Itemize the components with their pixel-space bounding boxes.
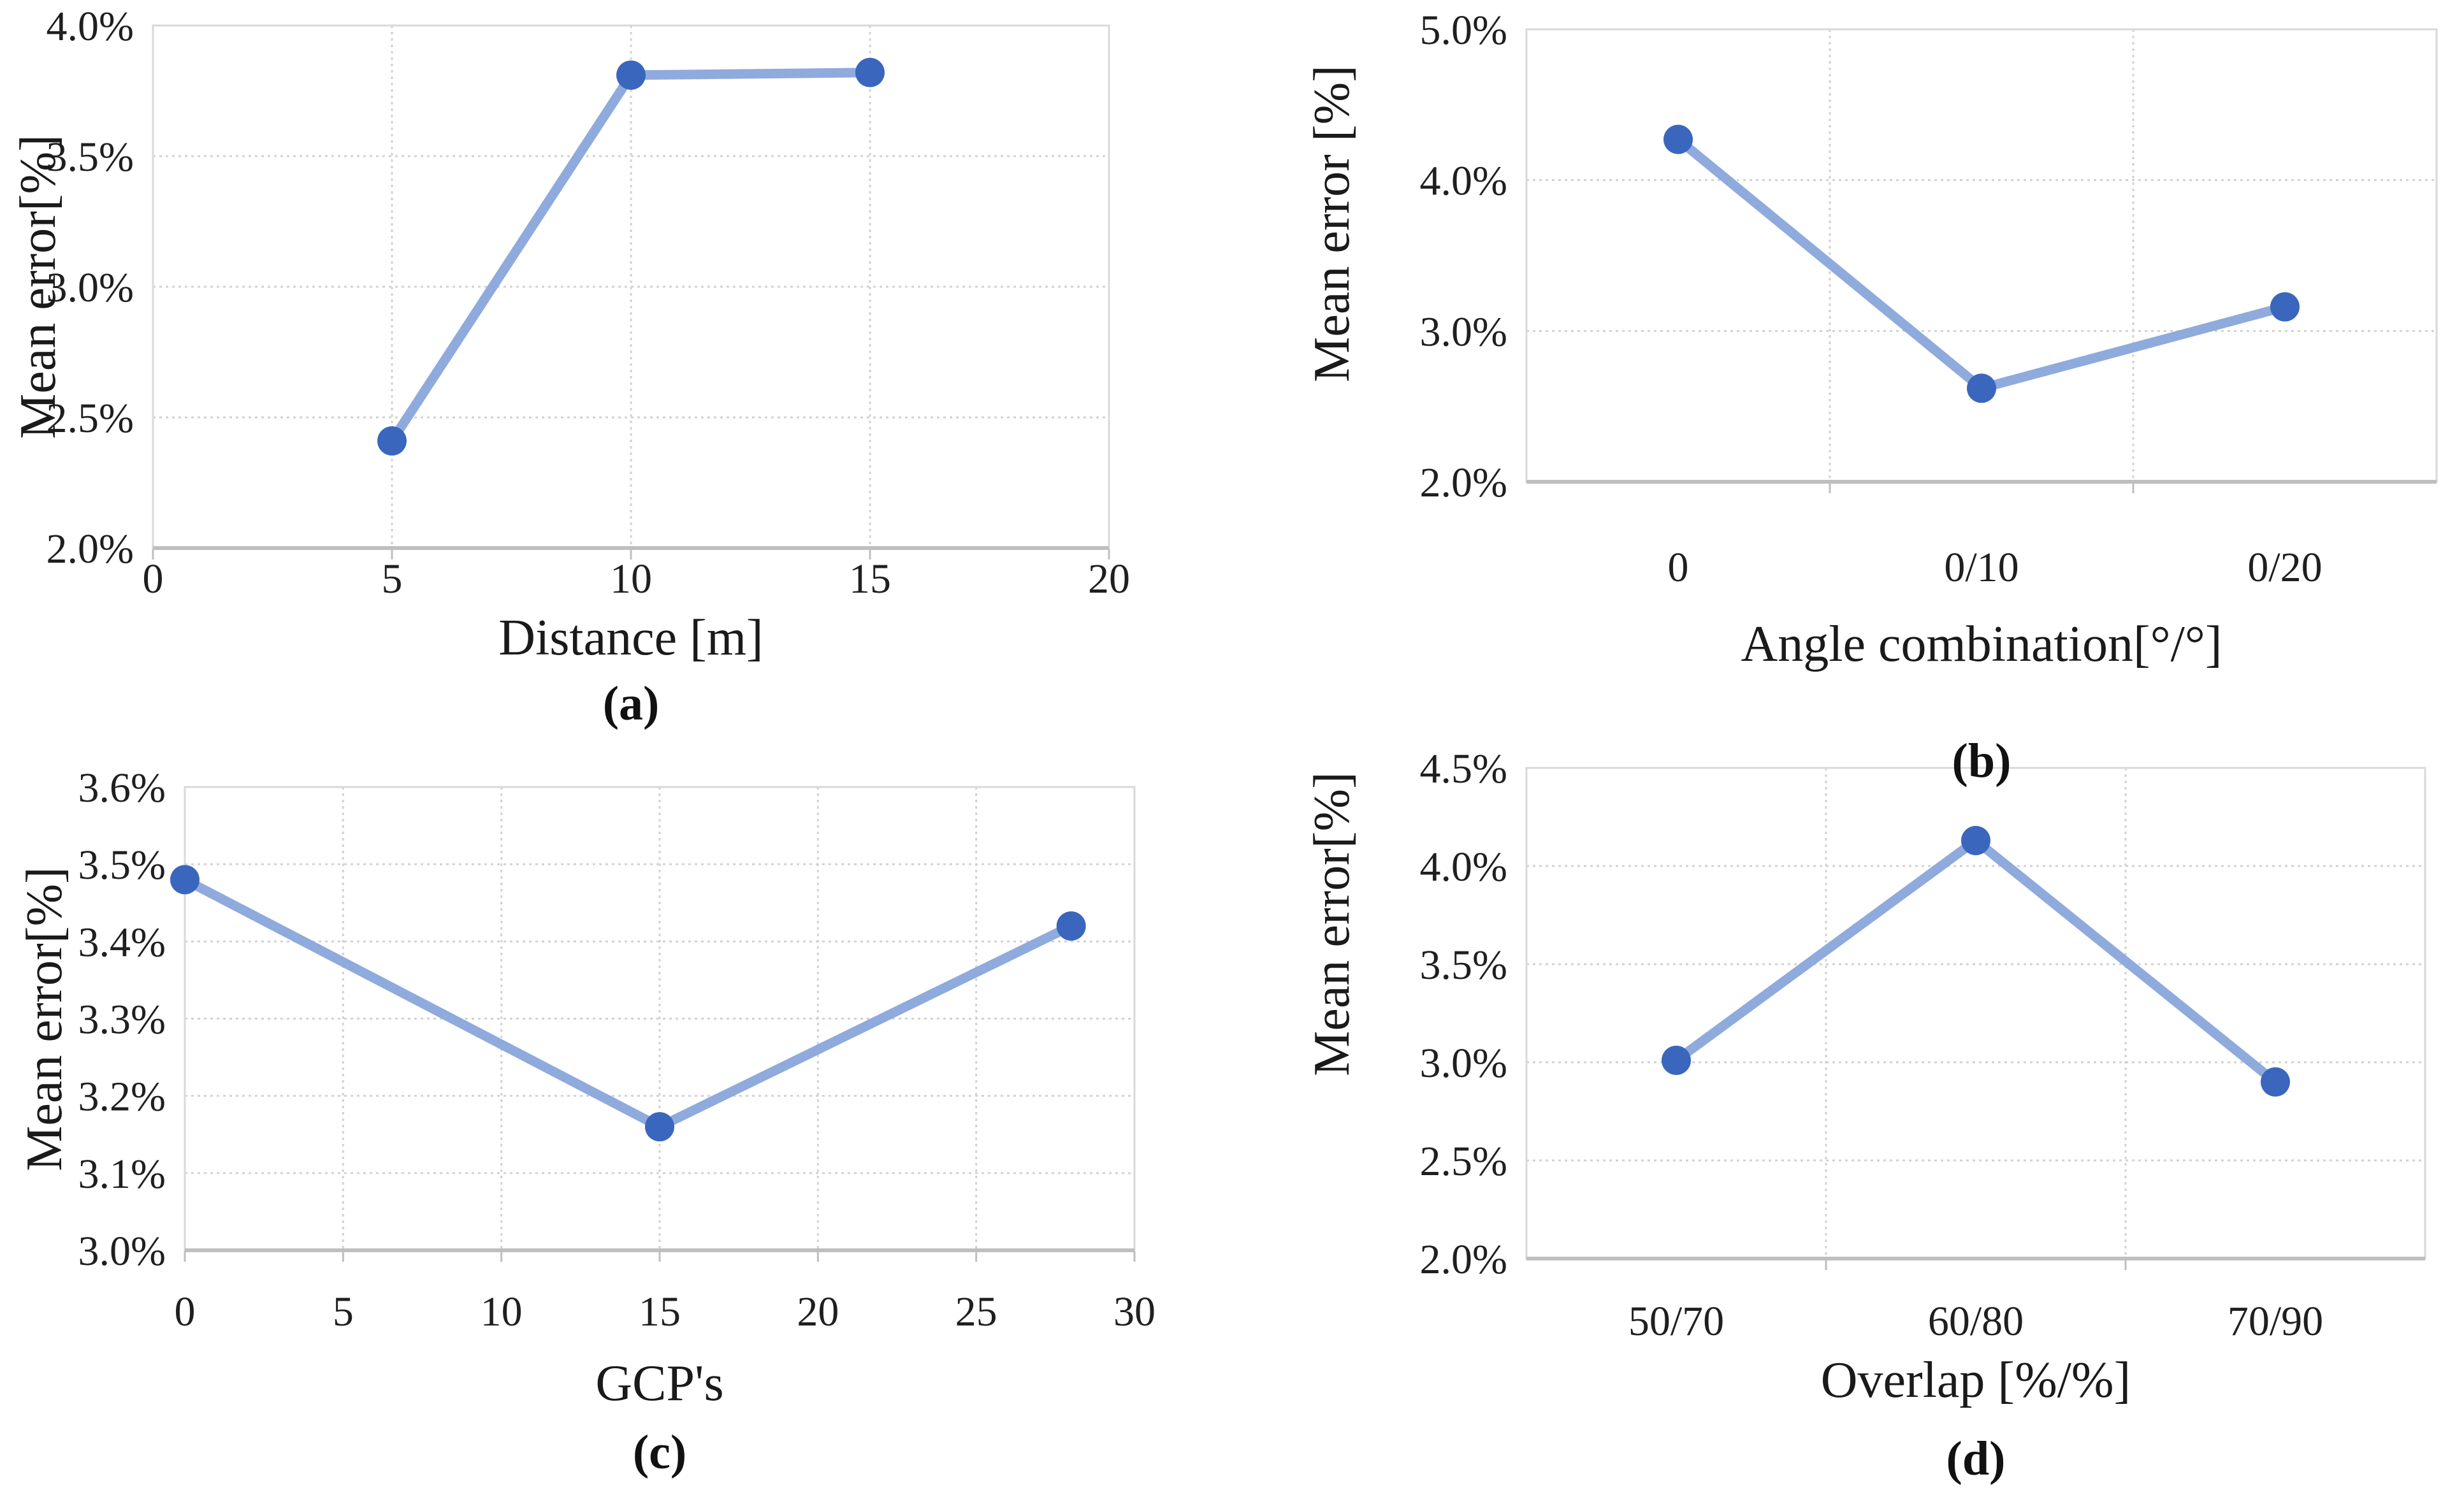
data-point-marker [2261,1067,2290,1097]
x-axis-title-d: Overlap [%/%] [1820,1352,2131,1408]
y-tick-label: 3.0% [1420,308,1507,355]
x-tick-label: 15 [639,1289,681,1335]
y-tick-label: 3.5% [1420,942,1507,988]
y-tick-label: 3.3% [78,997,166,1043]
x-tick-label: 0 [143,556,164,602]
x-tick-label: 10 [481,1289,523,1335]
y-tick-label: 3.5% [78,842,166,888]
y-tick-label: 4.0% [1420,844,1507,890]
chart-a: 2.0% 2.5% 3.0% 3.5% 4.0% 0 5 10 15 20 [47,3,1130,602]
x-tick-label: 60/80 [1928,1298,2024,1345]
x-tick-label: 0 [1668,544,1689,591]
y-tick-label: 3.6% [78,765,166,811]
data-point-marker [645,1112,674,1142]
y-tick-label: 2.0% [1420,1236,1507,1283]
y-axis-title-d: Mean error[%] [1304,772,1360,1076]
y-tick-label: 3.5% [47,134,134,180]
data-point-marker [170,865,199,895]
subfigure-caption-b: (b) [1952,734,2011,788]
y-tick-label: 5.0% [1420,7,1507,54]
y-tick-label: 4.5% [1420,746,1507,792]
y-tick-label: 2.5% [47,395,134,442]
y-tick-label: 4.0% [47,3,134,50]
y-tick-label: 3.0% [1420,1040,1507,1087]
data-point-marker [1056,911,1086,941]
x-axis-title-a: Distance [m] [498,610,764,666]
x-tick-label: 30 [1113,1289,1156,1335]
x-tick-label: 0/10 [1944,544,2018,591]
y-tick-label: 2.5% [1420,1138,1507,1185]
y-axis-title-b: Mean error [%] [1304,65,1360,382]
data-point-marker [855,57,885,87]
x-axis-title-b: Angle combination[°/°] [1741,616,2222,672]
x-tick-label: 0/20 [2247,544,2322,591]
data-line [1671,835,2280,1087]
data-point-marker [1663,124,1693,154]
y-tick-label: 3.2% [78,1074,166,1120]
subfigure-caption-a: (a) [602,677,660,730]
x-tick-label: 15 [849,556,891,602]
x-tick-label: 10 [610,556,652,602]
y-tick-label: 3.1% [78,1151,166,1197]
x-tick-label: 0 [175,1289,196,1335]
y-tick-label: 2.0% [1420,459,1507,506]
data-point-marker [2270,292,2300,322]
data-line [1673,134,2290,393]
x-tick-label: 5 [333,1289,354,1335]
chart-d: 2.0% 2.5% 3.0% 3.5% 4.0% 4.5% 50/70 60/80 70/90 [1420,746,2426,1345]
y-axis-title-c: Mean error[%] [17,866,73,1171]
x-tick-label: 5 [382,556,403,602]
y-tick-label: 4.0% [1420,158,1507,205]
y-axis-title-a: Mean error[%] [10,134,66,439]
chart-c: 3.0% 3.1% 3.2% 3.3% 3.4% 3.5% 3.6% 0 5 10 15 20 25 30 [78,765,1156,1335]
x-tick-label: 20 [1088,556,1130,602]
data-point-marker [1662,1045,1691,1075]
data-point-marker [377,426,407,456]
x-axis-title-c: GCP's [595,1355,724,1412]
subfigure-caption-c: (c) [632,1426,687,1479]
subfigure-caption-d: (d) [1946,1432,2006,1485]
x-tick-label: 70/90 [2228,1298,2323,1345]
data-point-marker [1967,373,1996,403]
data-point-marker [1961,825,1990,855]
x-tick-label: 20 [797,1289,839,1335]
x-tick-label: 25 [955,1289,997,1335]
y-tick-label: 3.0% [47,264,134,311]
y-tick-label: 3.4% [78,919,166,965]
x-tick-label: 50/70 [1628,1298,1724,1345]
y-tick-label: 3.0% [78,1228,166,1275]
chart-b: 2.0% 3.0% 4.0% 5.0% 0 0/10 0/20 [1420,7,2438,591]
data-line [180,874,1076,1132]
data-point-marker [616,60,646,90]
y-tick-label: 2.0% [47,526,134,572]
